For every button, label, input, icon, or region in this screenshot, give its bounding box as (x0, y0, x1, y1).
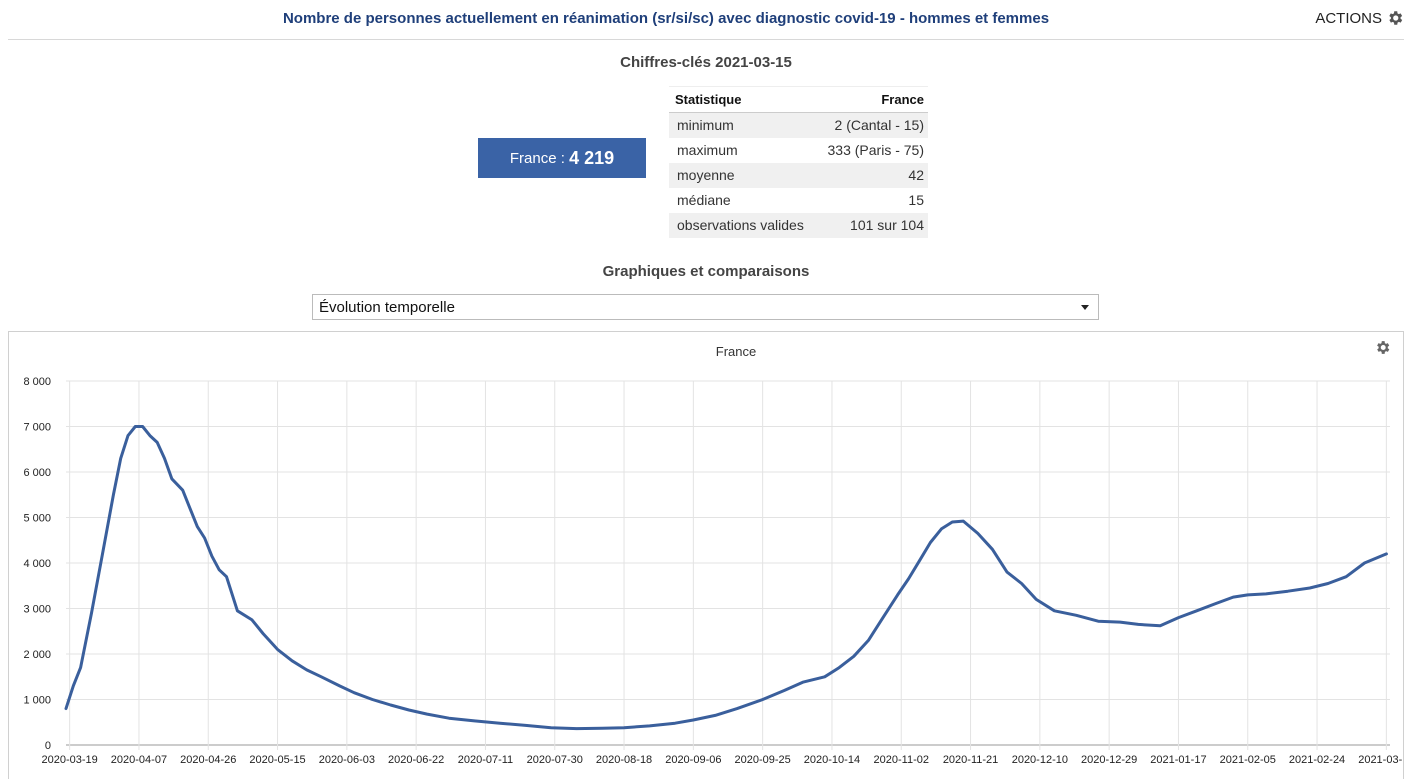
series-line (64, 425, 1388, 731)
france-total-badge: France : 4 219 (478, 138, 646, 178)
statistics-table: Statistique France minimum 2 (Cantal - 1… (669, 86, 928, 238)
x-tick-label: 2020-07-30 (527, 754, 583, 766)
chart-type-select[interactable]: Évolution temporelle (312, 294, 1099, 320)
column-header-statistique: Statistique (669, 86, 815, 113)
x-tick-label: 2020-06-03 (319, 754, 375, 766)
table-row: minimum 2 (Cantal - 15) (669, 112, 928, 138)
stat-name: maximum (677, 142, 738, 158)
table-row: médiane 15 (669, 188, 928, 213)
y-tick-label: 1 000 (23, 695, 51, 707)
stat-name: observations valides (669, 212, 815, 238)
comparisons-title: Graphiques et comparaisons (602, 263, 810, 280)
key-figures-title: Chiffres-clés 2021-03-15 (620, 54, 792, 71)
stat-value: 101 sur 104 (814, 212, 928, 238)
actions-label: ACTIONS (1315, 9, 1382, 27)
page-title: Nombre de personnes actuellement en réan… (282, 10, 1050, 27)
x-tick-label: 2020-07-11 (458, 754, 513, 766)
caret-down-icon (1081, 305, 1089, 310)
y-tick-label: 3 000 (23, 604, 51, 616)
gear-icon (1386, 9, 1404, 27)
y-tick-label: 7 000 (23, 422, 51, 434)
x-tick-label: 2020-12-29 (1081, 754, 1137, 766)
x-tick-label: 2020-11-02 (874, 754, 929, 766)
x-tick-label: 2020-04-26 (180, 754, 236, 766)
x-tick-label: 2021-03-15 (1358, 754, 1403, 766)
stat-name: moyenne (669, 162, 815, 188)
x-tick-label: 2020-12-10 (1012, 754, 1068, 766)
column-header-france: France (814, 86, 928, 113)
actions-menu-button[interactable]: ACTIONS (1315, 9, 1404, 27)
stat-value: 2 (Cantal - 15) (814, 112, 928, 138)
y-tick-label: 2 000 (23, 649, 51, 661)
stat-name: médiane (677, 192, 731, 208)
x-tick-label: 2021-01-17 (1150, 754, 1206, 766)
stat-value: 42 (814, 162, 928, 188)
table-row: moyenne 42 (669, 162, 928, 188)
y-tick-label: 5 000 (23, 513, 51, 525)
x-tick-label: 2021-02-05 (1220, 754, 1276, 766)
x-tick-label: 2020-08-18 (596, 754, 652, 766)
line-chart: France 0 1 000 2 000 3 000 4 000 5 000 6 000 7 0… (23, 344, 1403, 766)
chart-panel: France 0 1 000 2 000 3 000 4 000 5 000 6 000 7 0… (8, 331, 1404, 779)
x-tick-label: 2020-11-21 (943, 754, 998, 766)
y-tick-label: 4 000 (23, 558, 51, 570)
chart-settings-gear-icon[interactable] (1374, 339, 1391, 361)
x-tick-label: 2020-09-25 (735, 754, 791, 766)
chart-title: France (716, 344, 756, 359)
table-row: maximum 333 (Paris - 75) (669, 138, 928, 163)
stat-value: 333 (Paris - 75) (827, 142, 924, 158)
france-total-label: France : (509, 149, 570, 167)
x-tick-label: 2020-10-14 (804, 754, 860, 766)
x-tick-label: 2020-09-06 (665, 754, 721, 766)
x-tick-label: 2020-06-22 (388, 754, 444, 766)
y-tick-label: 8 000 (23, 376, 51, 388)
y-tick-label: 6 000 (23, 467, 51, 479)
stat-value: 15 (908, 192, 924, 208)
stat-name: minimum (669, 112, 815, 138)
x-tick-label: 2021-02-24 (1289, 754, 1345, 766)
table-row: observations valides 101 sur 104 (669, 212, 928, 238)
y-tick-label: 0 (45, 740, 51, 752)
x-tick-label: 2020-05-15 (249, 754, 305, 766)
chart-type-selected: Évolution temporelle (319, 298, 455, 316)
x-tick-label: 2020-04-07 (111, 754, 167, 766)
france-total-value: 4 219 (569, 147, 615, 168)
table-header-row: Statistique France (669, 86, 928, 113)
header: Nombre de personnes actuellement en réan… (8, 0, 1404, 40)
x-tick-label: 2020-03-19 (42, 754, 98, 766)
